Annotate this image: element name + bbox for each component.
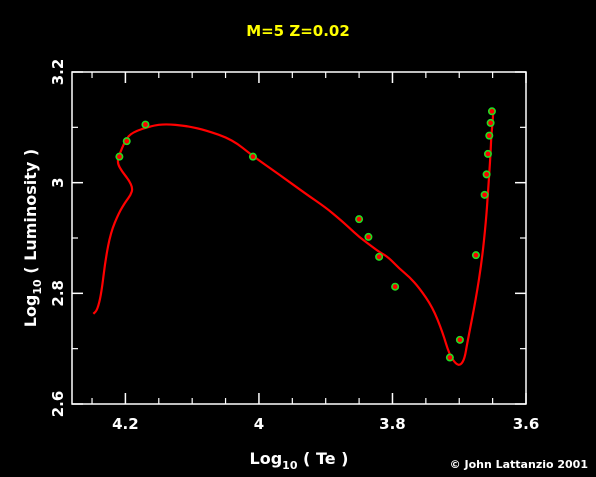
track-marker-point xyxy=(486,118,495,127)
track-marker-point xyxy=(455,335,464,344)
y-tick-label: 3.2 xyxy=(49,59,67,86)
track-marker-point xyxy=(445,353,454,362)
x-tick-label: 3.8 xyxy=(379,415,406,433)
credit-text: © John Lattanzio 2001 xyxy=(449,458,588,471)
track-marker-point xyxy=(485,131,494,140)
chart-title: M=5 Z=0.02 xyxy=(246,22,350,40)
x-tick-label: 4.2 xyxy=(112,415,139,433)
x-tick-label: 4 xyxy=(254,415,264,433)
track-marker-point xyxy=(482,170,491,179)
x-axis-title: Log10 ( Te ) xyxy=(250,449,349,472)
y-tick-label: 3 xyxy=(49,177,67,187)
y-tick-label: 2.6 xyxy=(49,391,67,418)
track-marker-point xyxy=(375,252,384,261)
track-marker-point xyxy=(122,137,131,146)
evolution-track-line xyxy=(92,110,495,366)
track-marker-point xyxy=(141,120,150,129)
track-marker-point xyxy=(480,190,489,199)
track-marker-point xyxy=(391,282,400,291)
track-marker-point xyxy=(471,251,480,260)
y-axis-title: Log10 ( Luminosity ) xyxy=(21,149,44,328)
y-tick-label: 2.8 xyxy=(49,280,67,307)
track-marker-point xyxy=(355,215,364,224)
track-marker-point xyxy=(487,107,496,116)
track-marker-point xyxy=(115,152,124,161)
plot-frame xyxy=(71,71,527,405)
track-marker-point xyxy=(364,232,373,241)
x-tick-label: 3.6 xyxy=(513,415,540,433)
track-marker-point xyxy=(248,152,257,161)
track-marker-point xyxy=(483,149,492,158)
